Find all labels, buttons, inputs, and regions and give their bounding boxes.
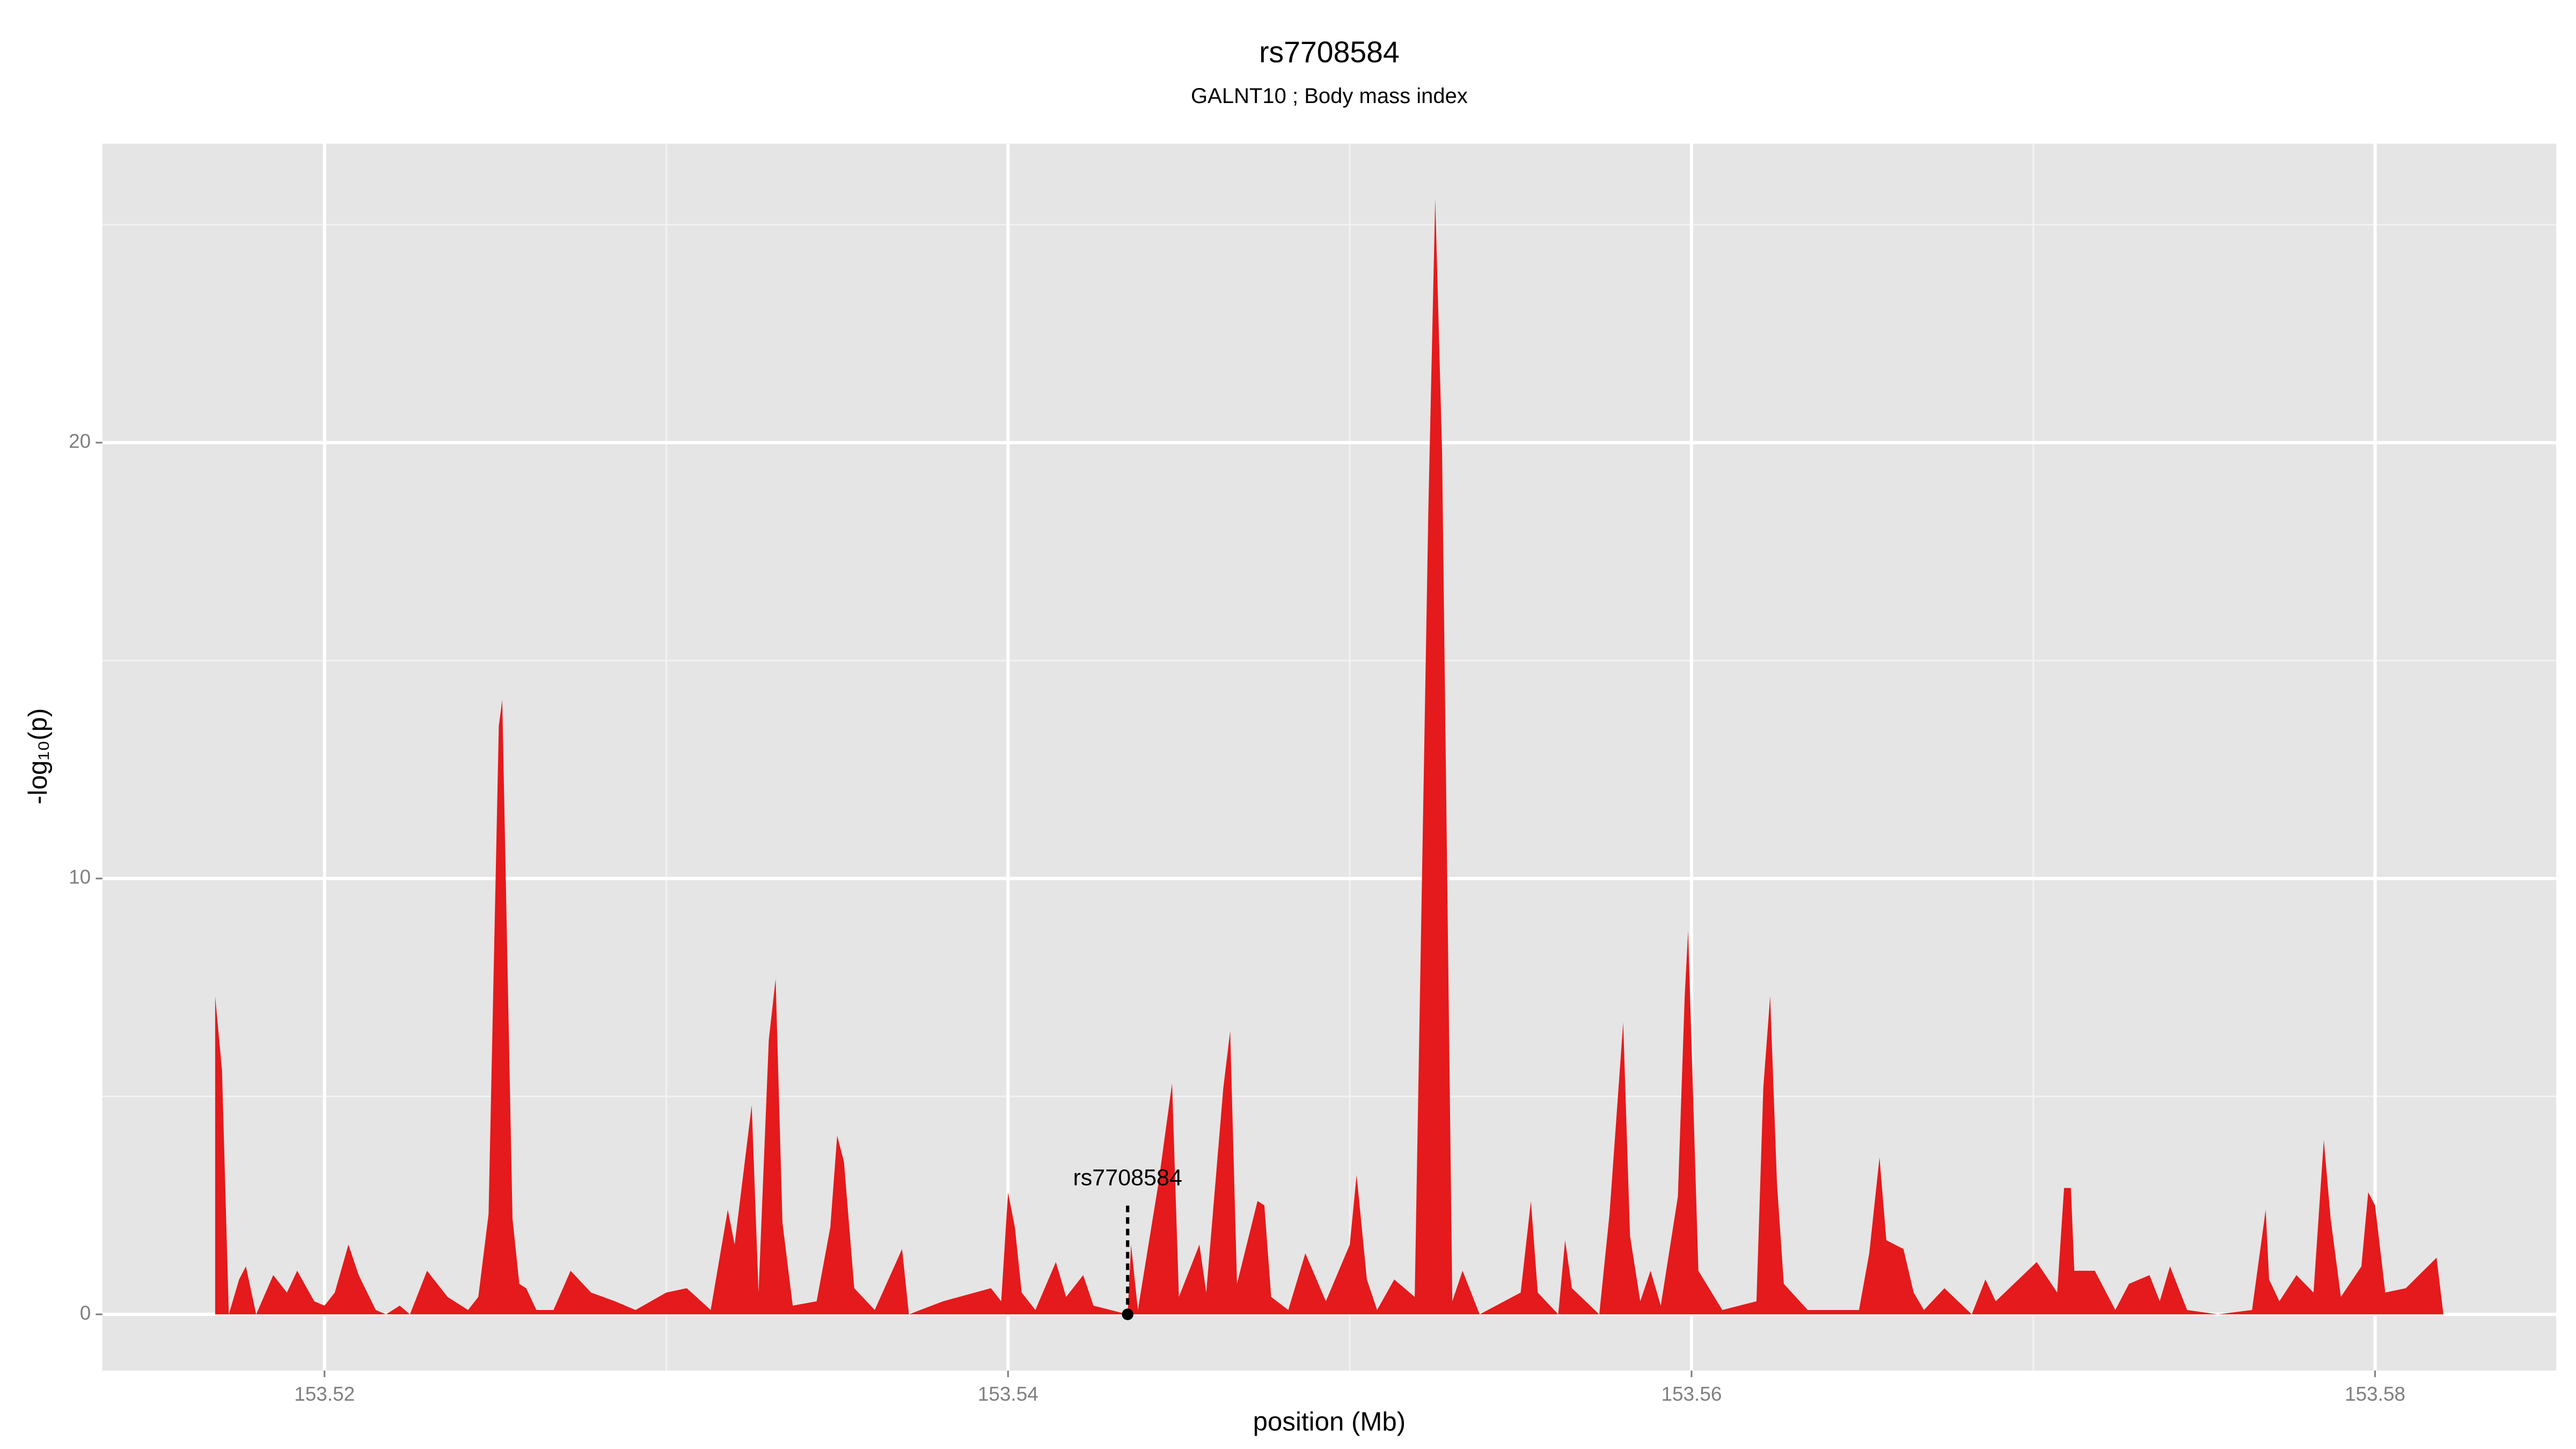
y-tick-label: 20 [69,430,91,452]
highlight-label: rs7708584 [1073,1165,1182,1191]
x-tick-label: 153.54 [978,1383,1038,1405]
chart-subtitle: GALNT10 ; Body mass index [1191,84,1468,108]
y-tick-label: 0 [80,1302,91,1324]
chart-title: rs7708584 [1259,35,1400,69]
x-axis-label: position (Mb) [1253,1407,1406,1436]
highlight-point [1122,1308,1133,1320]
x-tick-label: 153.58 [2345,1383,2405,1405]
x-tick-label: 153.56 [1661,1383,1722,1405]
area [215,199,2443,1315]
x-tick-label: 153.52 [294,1383,355,1405]
y-axis-label: -log₁₀(p) [23,708,53,804]
plot-panel [102,143,2557,1371]
y-tick-label: 10 [69,866,91,888]
